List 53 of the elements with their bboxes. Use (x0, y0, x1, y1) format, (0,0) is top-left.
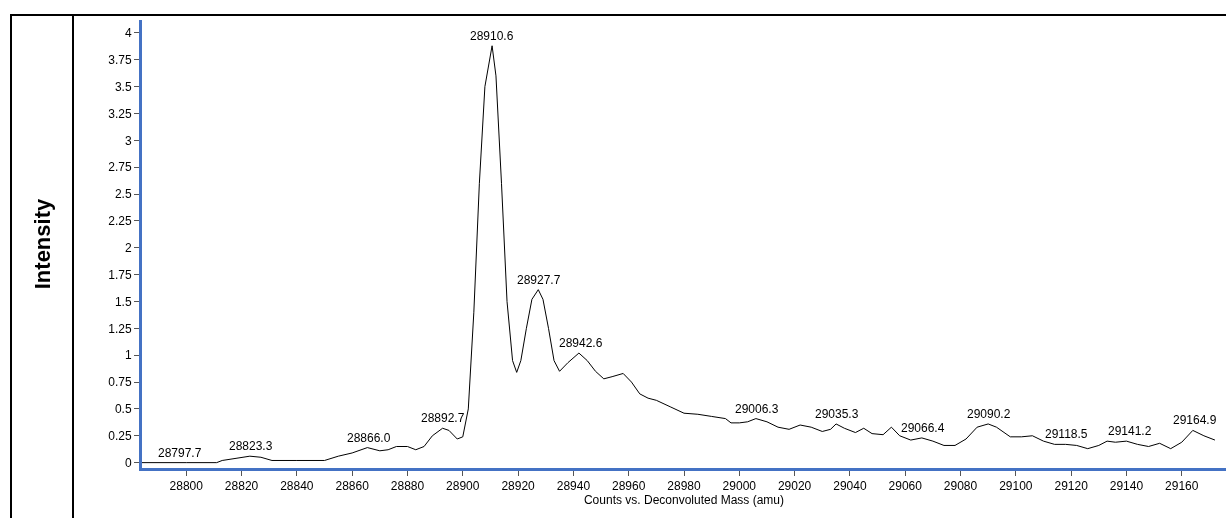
x-tick-label: 29120 (1054, 479, 1089, 494)
x-tick-label: 28920 (501, 479, 536, 494)
annotation: 29066.4 (901, 421, 945, 435)
x-tick-label: 29140 (1109, 479, 1144, 494)
annotation: 29118.5 (1045, 427, 1088, 441)
y-tick-label: 3.25 (108, 106, 132, 121)
x-tick-label: 29100 (999, 479, 1033, 494)
x-tick-label: 28900 (446, 479, 480, 494)
y-tick-label: 1.75 (108, 267, 132, 282)
x-tick-label: 29160 (1165, 479, 1199, 494)
y-tick-label: 2.75 (108, 160, 132, 175)
x-tick-label: 28960 (612, 479, 646, 494)
x-tick-label: 28980 (667, 479, 702, 494)
annotation: 28942.6 (559, 336, 603, 350)
x-tick-label: 29000 (722, 479, 757, 494)
annotation: 28797.7 (158, 446, 202, 460)
annotation: 28892.7 (421, 411, 465, 425)
y-tick-label: 2 (124, 240, 132, 255)
y-tick-label: 1.5 (114, 294, 132, 309)
y-tick-label: 0 (124, 455, 132, 470)
annotation: 29141.2 (1108, 424, 1152, 438)
annotation: 29035.3 (815, 407, 859, 421)
y-tick-label: 2.25 (108, 214, 132, 229)
y-tick-label: 3.5 (114, 79, 132, 94)
line-series (142, 45, 1216, 464)
annotation: 28910.6 (470, 29, 514, 43)
x-tick-label: 28800 (169, 479, 204, 494)
annotation: 29090.2 (967, 407, 1011, 421)
y-tick-label: 2.5 (114, 187, 132, 202)
y-tick-label: 0.75 (108, 375, 132, 390)
x-tick-label: 28840 (280, 479, 314, 494)
x-tick-label: 29020 (777, 479, 812, 494)
annotation: 28927.7 (517, 273, 561, 287)
x-tick-label: 29060 (888, 479, 923, 494)
y-tick-label: 4 (124, 26, 132, 41)
y-axis-title: Intensity (30, 198, 56, 290)
annotation: 28866.0 (347, 431, 391, 445)
y-tick-label: 3.75 (108, 52, 132, 67)
x-tick-label: 29040 (833, 479, 867, 494)
annotation: 29006.3 (735, 402, 779, 416)
annotation: 28823.3 (229, 439, 273, 453)
y-tick-label: 3 (124, 133, 132, 148)
x-axis-title: Counts vs. Deconvoluted Mass (amu) (583, 493, 785, 508)
y-tick-label: 0.25 (108, 428, 132, 443)
x-tick-label: 28880 (390, 479, 425, 494)
x-tick-label: 28820 (224, 479, 259, 494)
x-tick-label: 28940 (556, 479, 591, 494)
annotation: 29164.9 (1173, 413, 1217, 427)
y-tick-label: 1.25 (108, 321, 132, 336)
y-tick-label: 0.5 (114, 402, 132, 417)
x-tick-label: 29080 (943, 479, 978, 494)
x-tick-label: 28860 (335, 479, 370, 494)
y-tick-label: 1 (124, 348, 132, 363)
